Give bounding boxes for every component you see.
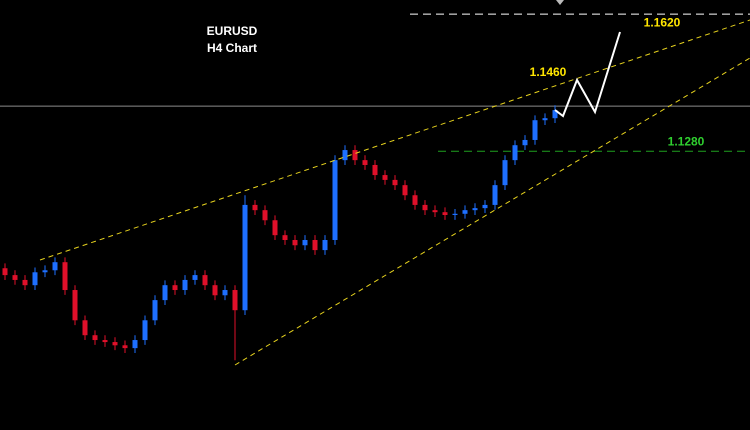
price-area <box>0 13 750 361</box>
candle-body <box>292 240 298 246</box>
candle-body <box>482 204 488 209</box>
chart-subtitle: H4 Chart <box>207 41 257 55</box>
upper-trendline <box>39 19 750 261</box>
candle-body <box>412 195 418 205</box>
candle-body <box>322 240 328 251</box>
candle-body <box>102 340 108 343</box>
candle-body <box>432 210 438 213</box>
candle-body <box>22 279 28 286</box>
candle-body <box>82 320 88 336</box>
candle-body <box>132 340 138 349</box>
candle-body <box>312 240 318 251</box>
candle-body <box>242 204 248 311</box>
candle-body <box>142 320 148 341</box>
candle-body <box>32 272 38 286</box>
candle-body <box>452 213 458 215</box>
candle-body <box>402 185 408 196</box>
candle-body <box>212 285 218 296</box>
candle-body <box>472 208 478 211</box>
candle-body <box>72 290 78 321</box>
candle-body <box>262 210 268 221</box>
candle-body <box>372 164 378 176</box>
candle-body <box>282 235 288 241</box>
candle-body <box>112 342 118 346</box>
candle-body <box>522 139 528 146</box>
marker <box>556 0 564 5</box>
candle-body <box>352 150 358 161</box>
candle-body <box>252 204 258 211</box>
candle-body <box>332 160 338 241</box>
candle-body <box>92 335 98 341</box>
candle-body <box>272 220 278 236</box>
candle-body <box>122 345 128 349</box>
candle-body <box>542 118 548 121</box>
candle-body <box>182 279 188 291</box>
candle-body <box>392 179 398 186</box>
candle-body <box>512 145 518 161</box>
candle-body <box>492 185 498 205</box>
candle-body <box>342 150 348 161</box>
price-annotation: 1.1460 <box>530 65 567 79</box>
lower-trendline <box>234 57 750 366</box>
candle-body <box>172 285 178 291</box>
candle-body <box>222 290 228 296</box>
candle-body <box>552 110 558 119</box>
candle-body <box>192 275 198 280</box>
candle-body <box>52 262 58 271</box>
candle-body <box>162 285 168 301</box>
candle-body <box>532 120 538 140</box>
candle-body <box>422 204 428 211</box>
forecast-path <box>554 31 621 118</box>
candle-body <box>42 270 48 273</box>
candle-body <box>12 275 18 280</box>
candle-body <box>62 262 68 291</box>
candle-body <box>2 268 8 276</box>
level-label: 1.1280 <box>668 134 705 148</box>
candle-body <box>302 240 308 246</box>
candle-body <box>152 300 158 321</box>
candle-body <box>362 160 368 165</box>
chart-title: EURUSD <box>207 24 258 38</box>
level-label: 1.1620 <box>644 15 681 29</box>
candle-body <box>462 210 468 214</box>
candle-body <box>202 275 208 286</box>
candle-body <box>232 290 238 311</box>
candle-body <box>502 160 508 186</box>
candle-body <box>382 175 388 180</box>
candle-body <box>442 212 448 215</box>
